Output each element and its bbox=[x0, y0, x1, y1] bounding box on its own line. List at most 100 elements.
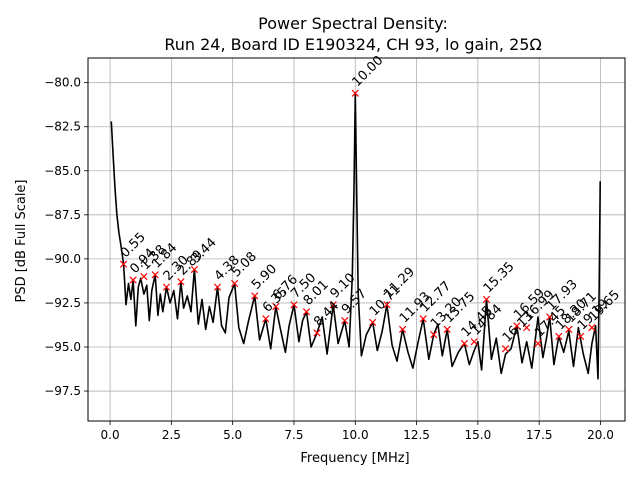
peak-marker-0 bbox=[119, 260, 128, 268]
peak-marker-9 bbox=[251, 292, 259, 300]
x-tick-label-6: 15.0 bbox=[465, 428, 492, 442]
peak-marker-1 bbox=[129, 276, 137, 284]
peak-marker-7 bbox=[213, 283, 222, 291]
peak-marker-22 bbox=[430, 331, 438, 339]
peak-marker-32 bbox=[555, 332, 563, 341]
peak-marker-27 bbox=[501, 345, 510, 353]
peak-marker-17-stroke-b bbox=[351, 89, 359, 97]
y-tick-label-4: −90.0 bbox=[44, 252, 81, 266]
x-tick-label-2: 5.0 bbox=[223, 428, 242, 442]
grid-layer bbox=[88, 58, 625, 421]
peak-marker-26 bbox=[482, 295, 491, 304]
y-axis-label: PSD [dB Full Scale] bbox=[14, 179, 29, 302]
x-tick-label-7: 17.5 bbox=[526, 428, 553, 442]
plot-frame bbox=[87, 57, 626, 422]
peak-marker-26-stroke-b bbox=[482, 295, 491, 304]
y-tick-label-6: −95.0 bbox=[44, 340, 81, 354]
peak-marker-23 bbox=[443, 325, 451, 333]
peak-marker-33 bbox=[565, 325, 573, 333]
chart-title-line1: Power Spectral Density: bbox=[258, 14, 448, 33]
x-tick-label-5: 12.5 bbox=[403, 428, 430, 442]
peak-marker-3-stroke-b bbox=[151, 271, 159, 279]
peak-marker-21 bbox=[419, 315, 427, 323]
peak-marker-layer bbox=[119, 89, 596, 353]
peak-marker-4 bbox=[162, 283, 171, 291]
peak-marker-16 bbox=[341, 316, 349, 325]
y-tick-label-5: −92.5 bbox=[44, 296, 81, 310]
data-layer bbox=[110, 92, 601, 380]
peak-marker-16-stroke-b bbox=[341, 316, 349, 325]
x-tick-label-8: 20.0 bbox=[587, 428, 614, 442]
y-tick-label-1: −82.5 bbox=[44, 120, 81, 134]
peak-marker-34-stroke-b bbox=[576, 332, 585, 341]
peak-marker-24-stroke-b bbox=[460, 339, 469, 348]
psd-series-line bbox=[110, 92, 601, 380]
peak-marker-12-stroke-b bbox=[290, 301, 298, 309]
peak-marker-30 bbox=[534, 339, 542, 348]
peak-marker-1-stroke-b bbox=[129, 276, 137, 284]
peak-marker-35 bbox=[588, 323, 596, 332]
peak-marker-2-stroke-b bbox=[140, 272, 148, 281]
x-tick-label-1: 2.5 bbox=[162, 428, 181, 442]
peak-marker-34 bbox=[576, 332, 585, 341]
y-tick-label-7: −97.5 bbox=[44, 384, 81, 398]
x-tick-label-4: 10.0 bbox=[342, 428, 369, 442]
peak-marker-20 bbox=[398, 325, 407, 333]
peak-marker-14 bbox=[313, 329, 321, 337]
peak-marker-30-stroke-b bbox=[534, 339, 542, 348]
peak-marker-29 bbox=[523, 323, 531, 332]
x-axis-label: Frequency [MHz] bbox=[300, 451, 409, 466]
peak-marker-5-stroke-b bbox=[177, 278, 185, 286]
peak-marker-5 bbox=[177, 278, 185, 286]
peak-marker-23-stroke-b bbox=[443, 325, 451, 333]
peak-marker-25-stroke-b bbox=[470, 338, 478, 346]
peak-marker-18-stroke-b bbox=[369, 318, 377, 326]
peak-marker-19-stroke-b bbox=[383, 301, 391, 309]
peak-marker-3 bbox=[151, 271, 159, 279]
x-tick-label-0: 0.0 bbox=[101, 428, 120, 442]
peak-marker-2 bbox=[140, 272, 148, 281]
peak-marker-14-stroke-b bbox=[313, 329, 321, 337]
peak-marker-7-stroke-b bbox=[213, 283, 222, 291]
peak-marker-15 bbox=[329, 301, 337, 309]
peak-marker-32-stroke-b bbox=[555, 332, 563, 341]
peak-marker-28 bbox=[513, 322, 521, 330]
chart-title-line2: Run 24, Board ID E190324, CH 93, lo gain… bbox=[164, 35, 541, 54]
peak-marker-27-stroke-b bbox=[501, 345, 510, 353]
peak-marker-12 bbox=[290, 301, 298, 309]
peak-marker-35-stroke-b bbox=[588, 323, 596, 332]
axes-layer: 0.0 2.5 5.0 7.5 10.0 12.5 15.0 17.5 20.0 −80.0 −82… bbox=[44, 57, 626, 442]
peak-marker-19 bbox=[383, 301, 391, 309]
peak-marker-25 bbox=[470, 338, 478, 346]
y-tick-label-3: −87.5 bbox=[44, 208, 81, 222]
peak-marker-8 bbox=[231, 279, 239, 288]
peak-marker-20-stroke-b bbox=[398, 325, 407, 333]
peak-marker-0-stroke-b bbox=[119, 260, 128, 268]
peak-marker-10-stroke-b bbox=[262, 315, 270, 323]
peak-marker-31 bbox=[546, 313, 554, 321]
peak-marker-18 bbox=[369, 318, 377, 326]
peak-marker-6-stroke-b bbox=[190, 265, 199, 274]
x-tick-label-3: 7.5 bbox=[284, 428, 303, 442]
peak-marker-29-stroke-b bbox=[523, 323, 531, 332]
peak-marker-22-stroke-b bbox=[430, 331, 438, 339]
y-tick-label-2: −85.0 bbox=[44, 164, 81, 178]
peak-marker-4-stroke-b bbox=[162, 283, 171, 291]
peak-marker-15-stroke-b bbox=[329, 301, 337, 309]
peak-marker-13-stroke-b bbox=[302, 308, 311, 316]
peak-marker-33-stroke-b bbox=[565, 325, 573, 333]
peak-marker-10 bbox=[262, 315, 270, 323]
peak-marker-31-stroke-b bbox=[546, 313, 554, 321]
peak-marker-9-stroke-b bbox=[251, 292, 259, 300]
peak-label-26: 15.35 bbox=[481, 259, 518, 296]
peak-marker-13 bbox=[302, 308, 311, 316]
peak-marker-6 bbox=[190, 265, 199, 274]
peak-marker-17 bbox=[351, 89, 359, 97]
peak-label-layer: 0.550.941.381.842.302.893.444.385.085.90… bbox=[118, 53, 623, 345]
peak-marker-8-stroke-b bbox=[231, 279, 239, 288]
peak-marker-11 bbox=[272, 302, 280, 311]
peak-marker-24 bbox=[460, 339, 469, 348]
peak-label-6: 3.44 bbox=[189, 235, 220, 266]
